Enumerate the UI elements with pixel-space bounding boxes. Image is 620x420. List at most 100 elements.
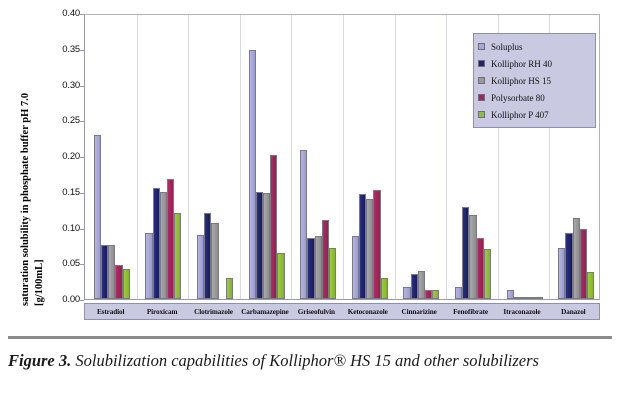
legend-swatch [478, 94, 485, 101]
bar [300, 149, 308, 299]
y-axis-title-line2: [g/100mL] [34, 259, 45, 306]
y-axis-title-line1: saturation solubility in phosphate buffe… [20, 92, 31, 306]
bar [572, 218, 580, 299]
bar [462, 207, 470, 299]
x-axis-category-label: Fenofibrate [453, 307, 488, 316]
x-axis-category-label: Danazol [561, 307, 586, 316]
bar [93, 134, 101, 299]
bar [329, 247, 337, 299]
category-separator [136, 15, 138, 299]
bar [373, 190, 381, 299]
x-axis-category-label: Itraconazole [503, 307, 541, 316]
legend-item: Kolliphor P 407 [478, 106, 592, 123]
figure-caption-label: Figure 3. [8, 351, 72, 370]
legend-label: Kolliphor HS 15 [491, 75, 552, 86]
x-axis-category-label: Piroxicam [146, 307, 178, 316]
legend-item: Kolliphor HS 15 [478, 72, 592, 89]
bar [167, 178, 175, 299]
bar [579, 228, 587, 299]
legend-label: Kolliphor P 407 [491, 109, 549, 120]
y-axis-title: saturation solubility in phosphate buffe… [6, 6, 46, 306]
bar [277, 252, 285, 299]
bar [248, 50, 256, 299]
caption-divider [8, 336, 612, 339]
legend-label: Kolliphor RH 40 [491, 58, 553, 69]
bar [528, 297, 536, 299]
y-axis-tick-mark [78, 157, 84, 158]
bar [174, 213, 182, 299]
y-axis-tick-mark [78, 121, 84, 123]
x-axis-category-label: Carbamazepine [241, 307, 289, 316]
bar [476, 238, 484, 299]
chart-legend: Soluplus Kolliphor RH 40 Kolliphor HS 15 Po… [473, 33, 596, 128]
legend-swatch [478, 43, 485, 50]
legend-swatch [478, 77, 485, 84]
bar [410, 273, 418, 299]
figure-caption: Figure 3. Solubilization capabilities of… [8, 348, 608, 374]
x-axis-category-label: Estradiol [96, 307, 125, 316]
bar [506, 289, 514, 299]
y-axis-tick-label: 0.05 [62, 258, 80, 270]
y-axis-tick-label: 0.00 [62, 294, 80, 305]
bar [159, 191, 167, 299]
figure-caption-body: Solubilization capabilities of Kolliphor… [71, 351, 539, 370]
y-axis-tick-mark [78, 264, 84, 266]
category-separator [188, 15, 190, 299]
bar [417, 271, 425, 299]
y-axis-tick-label: 0.20 [62, 151, 80, 162]
category-separator [446, 15, 448, 299]
y-axis-tick-label: 0.25 [62, 115, 80, 127]
y-axis-tick-mark [78, 192, 84, 194]
bar [455, 286, 463, 299]
y-axis-tick-mark [78, 49, 84, 51]
y-axis-tick-label: 0.30 [62, 79, 80, 91]
legend-label: Polysorbate 80 [491, 92, 545, 103]
bar [513, 297, 521, 299]
y-axis-tick-label: 0.35 [62, 43, 80, 55]
bar [366, 198, 374, 299]
bar [521, 297, 529, 299]
bar [565, 233, 573, 299]
bar [535, 297, 543, 299]
bar [359, 193, 367, 299]
figure-caption-block: Figure 3. Solubilization capabilities of… [0, 330, 620, 420]
y-axis-tick-mark [78, 14, 84, 15]
y-axis-tick-label: 0.15 [62, 186, 80, 198]
x-axis-category-label: Griseofulvin [297, 307, 335, 316]
legend-items: Soluplus Kolliphor RH 40 Kolliphor HS 15 Po… [478, 38, 592, 123]
bar [255, 191, 263, 299]
y-axis-tick-mark [78, 300, 84, 301]
category-separator [549, 15, 551, 299]
bar [307, 237, 315, 299]
bar [432, 290, 440, 299]
legend-item: Polysorbate 80 [478, 89, 592, 106]
bar [380, 277, 388, 299]
bar [101, 245, 109, 299]
bar [483, 248, 491, 299]
legend-swatch [478, 60, 485, 67]
legend-label: Soluplus [491, 41, 523, 52]
bar [321, 220, 329, 299]
bar [225, 277, 233, 299]
bar [425, 289, 433, 299]
x-axis-category-label: Ketoconazole [347, 307, 388, 316]
x-axis-category-label: Cinnarizine [401, 307, 437, 316]
bar [469, 214, 477, 299]
y-axis-tick-mark [78, 85, 84, 87]
bar [122, 268, 130, 299]
bar [115, 265, 123, 299]
legend-item: Kolliphor RH 40 [478, 55, 592, 72]
bar [314, 236, 322, 299]
bar [197, 234, 205, 299]
x-axis-category-label: Clotrimazole [194, 307, 233, 316]
legend-swatch [478, 111, 485, 118]
bar [152, 188, 160, 299]
category-separator [343, 15, 344, 299]
bar [211, 222, 219, 299]
category-separator [497, 15, 499, 299]
category-separator [394, 15, 396, 299]
bar [204, 213, 212, 299]
y-axis-tick-mark [78, 228, 84, 230]
bar [403, 286, 411, 299]
bar [270, 155, 278, 299]
